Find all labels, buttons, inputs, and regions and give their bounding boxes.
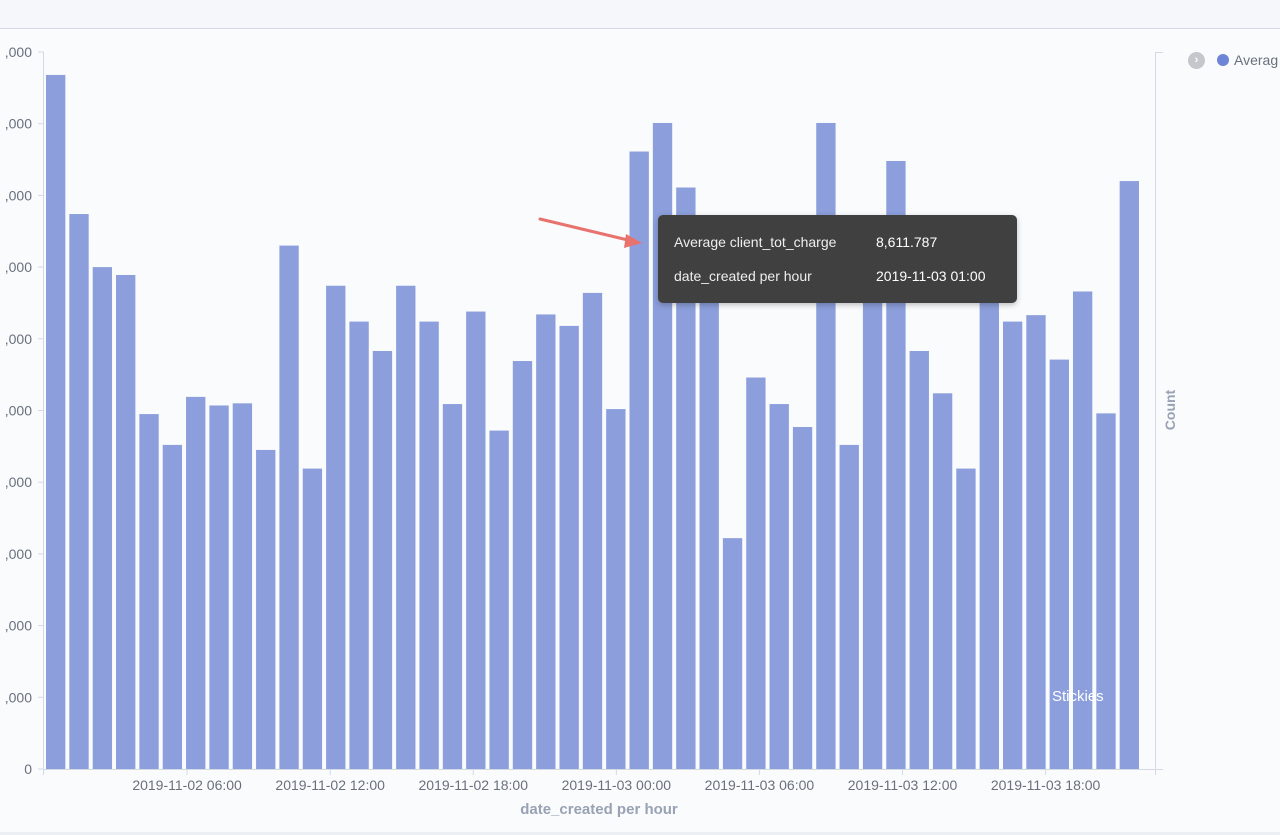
- bar[interactable]: [746, 377, 766, 769]
- bar[interactable]: [466, 311, 486, 769]
- bar[interactable]: [629, 151, 649, 769]
- bar[interactable]: [186, 396, 206, 769]
- bar[interactable]: [792, 426, 813, 769]
- legend[interactable]: › Averag: [1188, 51, 1278, 69]
- bar[interactable]: [839, 444, 859, 769]
- bar[interactable]: [69, 214, 89, 770]
- bar[interactable]: [559, 325, 579, 769]
- y-tick-label: ,000: [5, 187, 32, 203]
- legend-series-label[interactable]: Averag: [1234, 52, 1279, 68]
- bar[interactable]: [232, 403, 253, 769]
- bar[interactable]: [909, 350, 929, 769]
- chevron-right-icon[interactable]: ›: [1188, 51, 1205, 69]
- bar[interactable]: [279, 245, 299, 770]
- y-tick-label: ,000: [5, 689, 32, 705]
- x-tick-label: 2019-11-02 18:00: [419, 777, 529, 793]
- bar[interactable]: [1049, 359, 1069, 769]
- bar[interactable]: [489, 430, 509, 769]
- bar[interactable]: [372, 350, 393, 769]
- bar[interactable]: [1096, 413, 1116, 769]
- bar[interactable]: [349, 321, 369, 769]
- y-tick-label: ,000: [5, 331, 32, 347]
- top-bar: [0, 0, 1280, 29]
- bar[interactable]: [606, 409, 626, 769]
- x-axis-title: date_created per hour: [520, 801, 678, 818]
- y-axis-labels: 0 ,000 ,000 ,000 ,000 ,000 ,000 ,000 ,000 ,000 ,00…: [5, 44, 32, 777]
- legend-series-swatch: [1217, 54, 1229, 66]
- bar[interactable]: [676, 187, 696, 769]
- bar[interactable]: [932, 393, 953, 769]
- panel-bottom-border: [0, 832, 1280, 835]
- bar[interactable]: [536, 314, 556, 769]
- y-tick-label: ,000: [5, 474, 32, 490]
- bar[interactable]: [139, 414, 159, 769]
- bar[interactable]: [1002, 321, 1023, 769]
- x-axis-labels: 2019-11-02 06:00 2019-11-02 12:00 2019-11-…: [132, 777, 1100, 793]
- tooltip-metric-label: Average client_tot_charge: [674, 234, 837, 250]
- x-tick-label: 2019-11-02 12:00: [275, 777, 385, 793]
- y-tick-label: 0: [24, 761, 32, 777]
- axes-group: [38, 51, 1163, 775]
- bar[interactable]: [1026, 315, 1046, 769]
- bar[interactable]: [512, 361, 533, 769]
- annotation-arrow: [538, 217, 642, 248]
- x-tick-label: 2019-11-03 18:00: [991, 777, 1101, 793]
- bar[interactable]: [92, 267, 113, 769]
- stickies-label[interactable]: Stickies: [1052, 688, 1104, 705]
- bar[interactable]: [209, 405, 229, 769]
- y-tick-label: ,000: [5, 403, 32, 419]
- y-tick-label: ,000: [5, 618, 32, 634]
- y-tick-label: ,000: [5, 259, 32, 275]
- x-tick-label: 2019-11-03 06:00: [705, 777, 815, 793]
- right-axis-title: Count: [1162, 389, 1178, 430]
- tooltip-metric-value: 8,611.787: [876, 234, 938, 250]
- x-tick-label: 2019-11-03 00:00: [562, 777, 672, 793]
- bar[interactable]: [886, 160, 906, 770]
- tooltip-date-value: 2019-11-03 01:00: [876, 268, 986, 284]
- y-tick-label: ,000: [5, 44, 32, 60]
- bar[interactable]: [419, 321, 439, 769]
- bar[interactable]: [1119, 181, 1139, 769]
- bar[interactable]: [1072, 291, 1093, 769]
- x-tick-label: 2019-11-02 06:00: [132, 777, 242, 793]
- bar[interactable]: [46, 74, 66, 769]
- y-tick-label: ,000: [5, 546, 32, 562]
- bar[interactable]: [442, 404, 463, 769]
- bar[interactable]: [302, 468, 323, 769]
- bar[interactable]: [116, 274, 136, 769]
- bar[interactable]: [162, 444, 183, 769]
- bar[interactable]: [956, 468, 976, 769]
- bar[interactable]: [699, 267, 719, 769]
- bar[interactable]: [582, 292, 603, 769]
- bar[interactable]: [722, 538, 743, 769]
- bar[interactable]: [769, 404, 789, 769]
- y-tick-label: ,000: [5, 116, 32, 132]
- bar[interactable]: [326, 285, 346, 769]
- bar[interactable]: [862, 252, 883, 769]
- bar[interactable]: [979, 267, 999, 769]
- bar[interactable]: [256, 449, 276, 769]
- bars-group: [46, 74, 1139, 770]
- chart-tooltip: Average client_tot_charge 8,611.787 date…: [658, 215, 1017, 303]
- x-tick-label: 2019-11-03 12:00: [848, 777, 958, 793]
- bar[interactable]: [396, 285, 416, 769]
- tooltip-date-label: date_created per hour: [674, 268, 812, 284]
